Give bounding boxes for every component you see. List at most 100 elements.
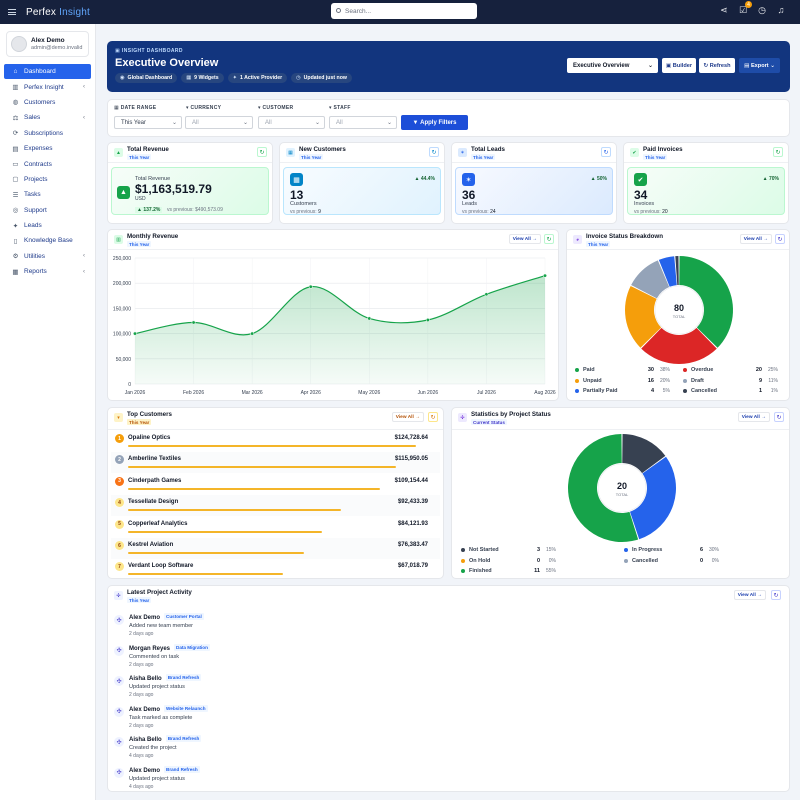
activity-item[interactable]: ✣ Alex Demo Website Relaunch Task marked as… (110, 703, 710, 733)
leads-icon: ✶ (462, 173, 475, 186)
date-range-select[interactable]: This Year ⌄ (114, 116, 182, 129)
refresh-icon[interactable]: ↻ (773, 147, 783, 157)
revenue-point[interactable] (250, 331, 255, 336)
builder-button[interactable]: ▣ Builder (662, 58, 696, 73)
rank-badge: 7 (115, 562, 124, 572)
customer-amount: $67,018.79 (397, 563, 428, 570)
period-pill: This Year (643, 154, 668, 160)
refresh-icon[interactable]: ↻ (774, 412, 784, 422)
staff-select[interactable]: All ⌄ (329, 116, 397, 129)
slice-not-started[interactable] (622, 434, 666, 474)
currency-select[interactable]: All ⌄ (185, 116, 253, 129)
slice-unpaid[interactable] (625, 285, 662, 348)
customer-name: Kestrel Aviation (128, 542, 174, 548)
task-check-icon[interactable]: ☑ 4 (738, 1, 752, 15)
sidebar-item-utilities[interactable]: ⚙ Utilities ‹ (4, 249, 91, 264)
kpi-title: New Customers (299, 146, 346, 153)
sidebar-item-dashboard[interactable]: ⌂ Dashboard (4, 64, 91, 80)
rank-badge: 6 (115, 541, 124, 550)
slice-draft[interactable] (631, 260, 670, 299)
customer-select[interactable]: All ⌄ (258, 116, 325, 129)
sidebar-item-perfex-insight[interactable]: ▥ Perfex Insight ‹ (4, 79, 91, 94)
slice-in-progress[interactable] (629, 456, 676, 540)
customer-row[interactable]: 4 Tessellate Design $92,433.39 (111, 495, 440, 517)
legend-item: Cancelled 0 0% (624, 558, 719, 564)
customer-share-bar (128, 552, 305, 554)
activity-item[interactable]: ✣ Aisha Bello Brand Refresh Updated project… (110, 672, 710, 702)
sidebar-item-leads[interactable]: ✦ Leads (4, 218, 91, 233)
activity-item[interactable]: ✣ Morgan Reyes Data Migration Commented on … (110, 642, 710, 672)
clock-icon[interactable]: ◷ (758, 4, 766, 15)
slice-partially-paid[interactable] (658, 256, 677, 287)
view-all-button[interactable]: View All → (739, 234, 772, 244)
sidebar-item-projects[interactable]: ▢ Projects (4, 172, 91, 187)
search-input[interactable]: Search... (331, 3, 477, 19)
project-tag[interactable]: Data Migration (174, 643, 210, 651)
customer-row[interactable]: 7 Verdant Loop Software $67,018.79 (111, 559, 440, 578)
refresh-icon[interactable]: ↻ (601, 147, 611, 157)
menu-toggle-icon[interactable] (8, 9, 16, 15)
revenue-point[interactable] (484, 292, 489, 297)
sidebar-item-sales[interactable]: ⚖ Sales ‹ (4, 110, 91, 125)
legend-swatch (683, 368, 687, 372)
y-tick-label: 250,000 (113, 256, 131, 262)
period-pill: This Year (127, 154, 152, 160)
legend-pct: 38% (659, 367, 670, 373)
user-card[interactable]: Alex Demo admin@demo.invalid (6, 31, 89, 57)
revenue-point[interactable] (543, 273, 547, 278)
revenue-point[interactable] (191, 320, 196, 325)
activity-item[interactable]: ✣ Alex Demo Customer Portal Added new team … (110, 611, 710, 641)
view-all-button[interactable]: View All → (391, 412, 424, 422)
share-icon[interactable]: ⋖ (720, 4, 728, 15)
view-all-button[interactable]: View All → (508, 234, 541, 244)
bell-icon[interactable]: ♫ (777, 5, 785, 15)
activity-item[interactable]: ✣ Alex Demo Brand Refresh Updated project s… (110, 764, 710, 794)
sidebar-item-reports[interactable]: ▦ Reports ‹ (4, 264, 91, 279)
customer-row[interactable]: 5 Copperleaf Analytics $84,121.93 (111, 517, 440, 538)
revenue-point[interactable] (425, 318, 430, 322)
project-tag[interactable]: Brand Refresh (164, 765, 200, 773)
revenue-point[interactable] (133, 331, 137, 336)
brand-logo[interactable]: Perfex Insight (26, 6, 90, 18)
export-button[interactable]: ▤ Export ⌄ (739, 58, 780, 73)
refresh-icon[interactable]: ↻ (429, 147, 439, 157)
monthly-revenue-chart: 0 50,000 100,000 150,000 200,000 250,000 Jan 2… (113, 256, 556, 396)
slice-overdue[interactable] (641, 327, 717, 364)
sidebar-item-subscriptions[interactable]: ⟳ Subscriptions (4, 126, 91, 141)
customer-row[interactable]: 1 Opaline Optics $124,728.64 (111, 431, 440, 452)
customer-row[interactable]: 6 Kestrel Aviation $76,383.47 (111, 538, 440, 559)
builder-icon: ▣ (665, 62, 672, 69)
project-tag[interactable]: Brand Refresh (165, 735, 202, 742)
slice-finished[interactable] (568, 434, 639, 542)
view-all-button[interactable]: View All → (737, 412, 770, 422)
date-range-label: ▦ DATE RANGE (114, 105, 157, 111)
revenue-point[interactable] (367, 316, 372, 321)
activity-item[interactable]: ✣ Aisha Bello Brand Refresh Created the pro… (110, 733, 710, 763)
view-all-button[interactable]: View All → (733, 590, 766, 600)
refresh-button[interactable]: ↻ Refresh (699, 58, 735, 73)
slice-paid[interactable] (679, 256, 733, 348)
project-tag[interactable]: Brand Refresh (165, 674, 202, 681)
sidebar-item-support[interactable]: ◎ Support (4, 203, 91, 218)
dashboard-select[interactable]: Executive Overview ⌄ (567, 58, 658, 73)
sidebar-item-expenses[interactable]: ▤ Expenses (4, 141, 91, 156)
sidebar-item-contracts[interactable]: ▭ Contracts (4, 156, 91, 171)
refresh-icon[interactable]: ↻ (544, 234, 554, 244)
project-tag[interactable]: Website Relaunch (164, 704, 208, 712)
kpi-title: Paid Invoices (643, 146, 683, 153)
refresh-icon[interactable]: ↻ (428, 412, 438, 422)
customer-name: Amberline Textiles (128, 456, 181, 463)
refresh-icon[interactable]: ↻ (775, 234, 785, 244)
apply-filters-button[interactable]: ▼ Apply Filters (401, 115, 468, 130)
refresh-icon[interactable]: ↻ (257, 147, 267, 157)
customer-row[interactable]: 3 Cinderpath Games $109,154.44 (111, 474, 440, 495)
refresh-icon[interactable]: ↻ (771, 590, 781, 600)
revenue-point[interactable] (308, 284, 313, 289)
sidebar-item-customers[interactable]: ◍ Customers (4, 95, 91, 110)
sidebar-item-tasks[interactable]: ☰ Tasks (4, 187, 91, 202)
activity-description: Updated project status (129, 684, 185, 690)
customer-row[interactable]: 2 Amberline Textiles $115,950.05 (111, 452, 440, 474)
slice-cancelled[interactable] (675, 256, 679, 286)
project-tag[interactable]: Customer Portal (164, 613, 204, 620)
sidebar-item-knowledge-base[interactable]: ▯ Knowledge Base (4, 233, 91, 248)
